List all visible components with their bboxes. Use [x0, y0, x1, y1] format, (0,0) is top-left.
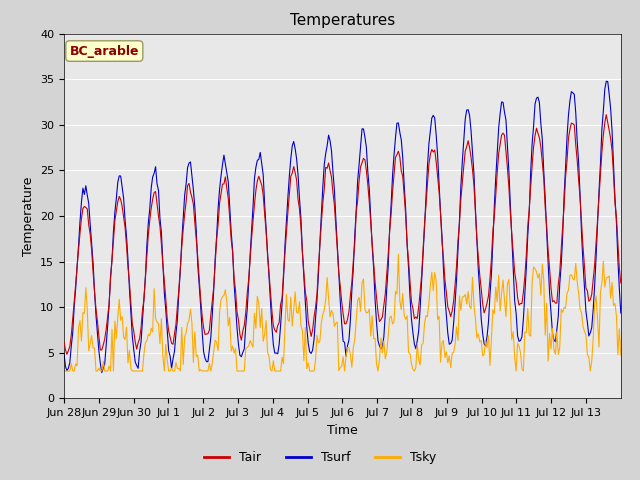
Title: Temperatures: Temperatures [290, 13, 395, 28]
Legend: Tair, Tsurf, Tsky: Tair, Tsurf, Tsky [198, 446, 442, 469]
Y-axis label: Temperature: Temperature [22, 176, 35, 256]
X-axis label: Time: Time [327, 424, 358, 437]
Text: BC_arable: BC_arable [70, 45, 139, 58]
